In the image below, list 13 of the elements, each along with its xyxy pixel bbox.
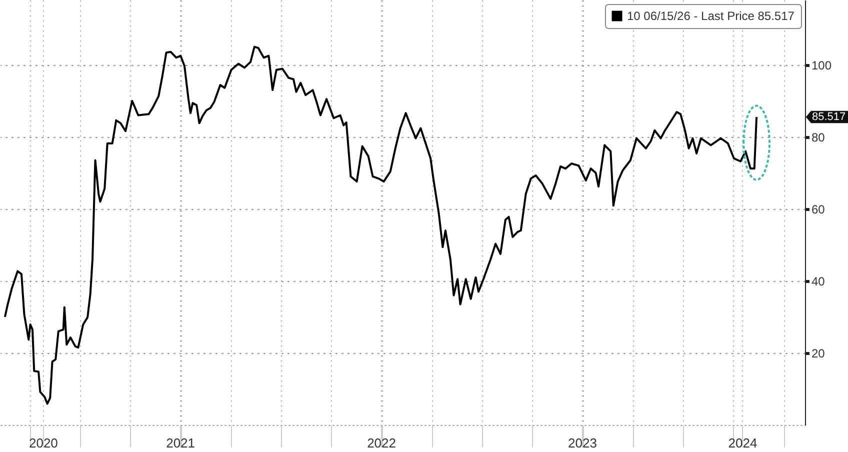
x-tick-label: 2024 <box>728 436 758 450</box>
text: 85.517 <box>812 110 846 123</box>
legend-label: 10 06/15/26 - Last Price 85.517 <box>627 9 795 23</box>
y-tick-label: 80 <box>812 130 826 144</box>
y-tick-label: 40 <box>812 274 826 288</box>
y-tick-label: 60 <box>812 202 826 216</box>
y-tick-label: 20 <box>812 346 826 360</box>
y-tick-label: 100 <box>812 58 832 72</box>
line-series <box>4 46 758 405</box>
x-tick-label: 2021 <box>166 436 196 450</box>
x-tick-label: 2020 <box>28 436 58 450</box>
x-tick-label: 2022 <box>367 436 396 450</box>
x-tick-label: 2023 <box>568 436 597 450</box>
